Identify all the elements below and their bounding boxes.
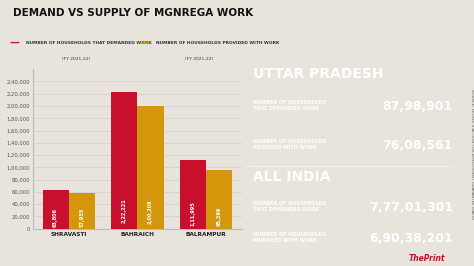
Text: NUMBER OF HOUSEHOLDS
THAT DEMANDED WORK: NUMBER OF HOUSEHOLDS THAT DEMANDED WORK	[253, 100, 326, 111]
Text: 95,299: 95,299	[217, 207, 222, 226]
Text: NUMBER OF HOUSEHOLDS
THAT DEMANDED WORK: NUMBER OF HOUSEHOLDS THAT DEMANDED WORK	[253, 201, 326, 212]
Bar	[69, 193, 95, 229]
Text: NUMBER OF HOUSEHOLDS
PROVIDED WITH WORK: NUMBER OF HOUSEHOLDS PROVIDED WITH WORK	[253, 232, 326, 243]
Text: 63,806: 63,806	[53, 208, 58, 227]
Text: 1,11,995: 1,11,995	[191, 201, 196, 226]
Bar	[180, 160, 206, 229]
Text: SOURCE: PEOPLE'S ACTION FOR EMPLOYMENT GUARANTEE (PAEG): SOURCE: PEOPLE'S ACTION FOR EMPLOYMENT G…	[470, 89, 474, 219]
Text: NUMBER OF HOUSEHOLDS THAT DEMANDED WORK: NUMBER OF HOUSEHOLDS THAT DEMANDED WORK	[26, 40, 152, 45]
Text: 87,98,901: 87,98,901	[383, 100, 453, 113]
Text: —: —	[140, 38, 150, 48]
Bar	[111, 92, 137, 229]
Text: 2,00,208: 2,00,208	[148, 199, 153, 224]
Bar	[137, 106, 164, 229]
Text: DEMAND VS SUPPLY OF MGNREGA WORK: DEMAND VS SUPPLY OF MGNREGA WORK	[13, 8, 253, 18]
Text: 6,90,38,201: 6,90,38,201	[369, 232, 453, 245]
Bar	[206, 170, 232, 229]
Bar	[43, 190, 69, 229]
Text: UTTAR PRADESH: UTTAR PRADESH	[253, 67, 383, 81]
Text: 7,77,01,301: 7,77,01,301	[369, 201, 453, 214]
Text: 76,08,561: 76,08,561	[383, 139, 453, 152]
Text: 2,22,221: 2,22,221	[122, 198, 127, 223]
Text: NUMBER OF HOUSEHOLDS
PROVIDED WITH WORK: NUMBER OF HOUSEHOLDS PROVIDED WITH WORK	[253, 139, 326, 150]
Text: 57,955: 57,955	[79, 208, 84, 227]
Text: NUMBER OF HOUSEHOLDS PROVIDED WITH WORK: NUMBER OF HOUSEHOLDS PROVIDED WITH WORK	[156, 40, 280, 45]
Text: —: —	[9, 38, 19, 48]
Text: (FY 2021-22): (FY 2021-22)	[185, 56, 213, 61]
Text: ThePrint: ThePrint	[409, 254, 446, 263]
Text: ALL INDIA: ALL INDIA	[253, 170, 330, 184]
Text: (FY 2021-22): (FY 2021-22)	[62, 56, 90, 61]
